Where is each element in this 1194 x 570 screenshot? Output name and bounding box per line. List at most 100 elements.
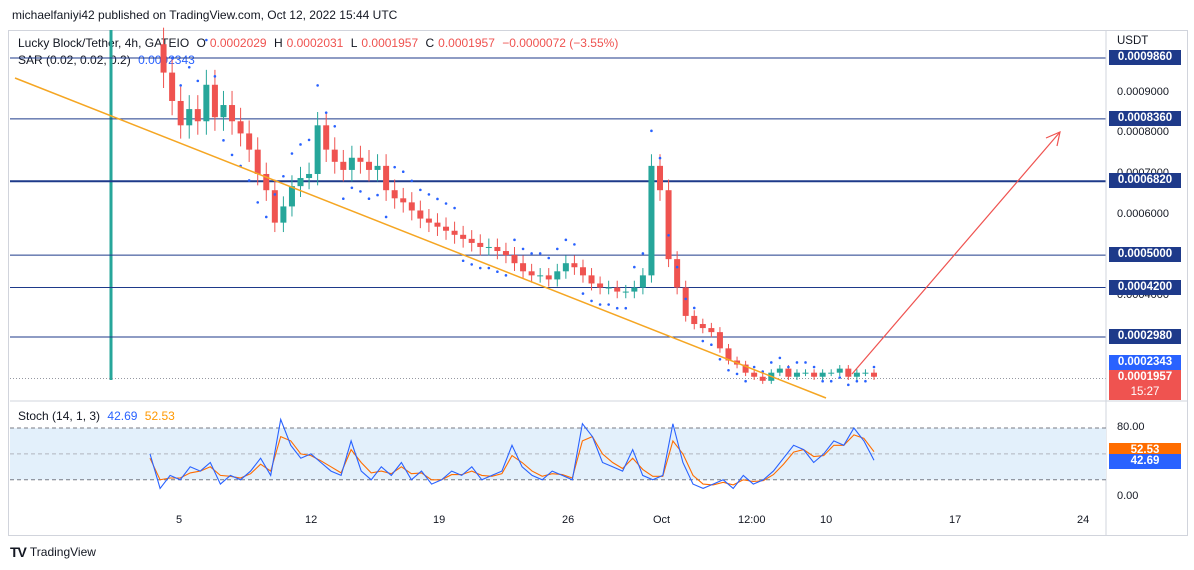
candle-body	[588, 275, 595, 284]
sar-dot	[478, 266, 482, 270]
candle-body	[263, 173, 270, 191]
candle-body	[622, 291, 629, 293]
level-price-box: 0.0005000	[1109, 247, 1181, 263]
sar-dot	[838, 376, 842, 379]
candle-body	[545, 275, 552, 280]
close-value: 0.0001957	[438, 36, 495, 50]
sar-dot	[496, 270, 499, 274]
candle-body	[237, 121, 244, 134]
sar-dot	[675, 265, 679, 269]
high-label: H	[273, 36, 283, 50]
sar-dot	[658, 156, 662, 160]
time-tick-label: Oct	[653, 514, 671, 526]
sar-dot	[615, 306, 619, 310]
time-tick-label: 17	[949, 514, 962, 526]
candle-body	[331, 149, 338, 162]
sar-dot	[359, 190, 362, 193]
candle-body	[871, 372, 877, 377]
stoch-label[interactable]: Stoch (14, 1, 3)	[18, 409, 101, 423]
sar-dot	[829, 379, 833, 383]
arrow-head	[1045, 130, 1061, 147]
candle-body	[220, 105, 227, 118]
candle-body	[408, 202, 415, 211]
sar-dot	[735, 372, 739, 376]
candle-body	[417, 210, 424, 219]
sar-dot	[872, 365, 876, 369]
sar-dot	[427, 193, 431, 196]
candle-body	[631, 287, 638, 292]
high-value: 0.0002031	[286, 36, 344, 50]
candle-body	[742, 364, 749, 373]
sar-dot	[179, 84, 182, 87]
candle-body	[836, 368, 843, 373]
sar-price-box: 0.0002343	[1109, 354, 1181, 370]
sar-dot	[752, 365, 756, 369]
sar-dot	[590, 299, 593, 303]
sar-dot	[513, 238, 516, 242]
sar-dot	[205, 38, 208, 42]
candle-body	[708, 328, 715, 333]
candle-body	[383, 165, 390, 191]
projection-arrow	[851, 131, 1061, 375]
candle-body	[751, 372, 758, 377]
sar-dot	[624, 306, 628, 310]
sar-dot	[384, 215, 388, 219]
tradingview-logo[interactable]: TV TradingView	[10, 544, 96, 560]
sar-dot	[778, 356, 782, 360]
sar-dot	[710, 343, 713, 347]
change-value: −0.0000072 (−3.55%)	[502, 36, 619, 50]
tradingview-logo-text: TradingView	[29, 545, 96, 559]
candle-body	[562, 263, 569, 272]
sar-dot	[290, 152, 294, 155]
symbol-legend: Lucky Block/Tether, 4h, GATEIO O 0.000202…	[18, 36, 622, 50]
candle-body	[211, 84, 218, 118]
sar-dot	[299, 143, 302, 146]
time-tick-label: 12	[305, 514, 318, 526]
candle-body	[802, 372, 809, 374]
price-tick-label: 0.0009000	[1117, 85, 1169, 98]
sar-dot	[821, 379, 824, 383]
sar-dot	[436, 197, 439, 201]
sar-dot	[187, 65, 191, 69]
sar-dot	[222, 139, 225, 142]
sar-label[interactable]: SAR (0.02, 0.02, 0.2)	[18, 53, 131, 67]
sar-dot	[350, 186, 354, 190]
candle-body	[579, 267, 586, 276]
candle-body	[229, 105, 236, 122]
sar-dot	[598, 303, 602, 306]
level-price-box: 0.0002980	[1109, 329, 1181, 344]
candle-body	[194, 109, 201, 122]
sar-dot	[667, 233, 670, 237]
sar-dot	[273, 193, 277, 196]
sar-dot	[316, 84, 319, 87]
candle-body	[186, 109, 193, 126]
candle-body	[246, 133, 253, 150]
candle-body	[511, 255, 518, 264]
candle-body	[811, 372, 818, 377]
current-price-box: 0.0001957 15:27	[1109, 370, 1181, 401]
sar-dot	[769, 361, 773, 364]
candle-body	[691, 315, 698, 325]
time-tick-label: 5	[176, 514, 183, 526]
sar-dot	[470, 263, 474, 266]
sar-dot	[504, 274, 508, 277]
sar-dot	[461, 259, 465, 263]
candle-body	[716, 332, 723, 349]
sar-dot	[521, 247, 525, 251]
stoch-tick-label: 80.00	[1117, 421, 1145, 433]
candle-body	[365, 161, 372, 170]
sar-dot	[307, 138, 311, 142]
sar-dot	[401, 170, 405, 174]
sar-dot	[795, 361, 799, 364]
sar-dot	[453, 206, 456, 210]
price-tick-label: 0.0008000	[1117, 126, 1169, 139]
sar-dot	[692, 306, 696, 310]
candle-body	[288, 186, 295, 207]
candle-body	[674, 259, 681, 288]
candle-body	[793, 372, 800, 377]
sar-dot	[718, 358, 722, 361]
symbol-name[interactable]: Lucky Block/Tether, 4h, GATEIO	[18, 36, 190, 50]
descending-trendline	[14, 77, 827, 399]
candle-body	[451, 230, 458, 235]
